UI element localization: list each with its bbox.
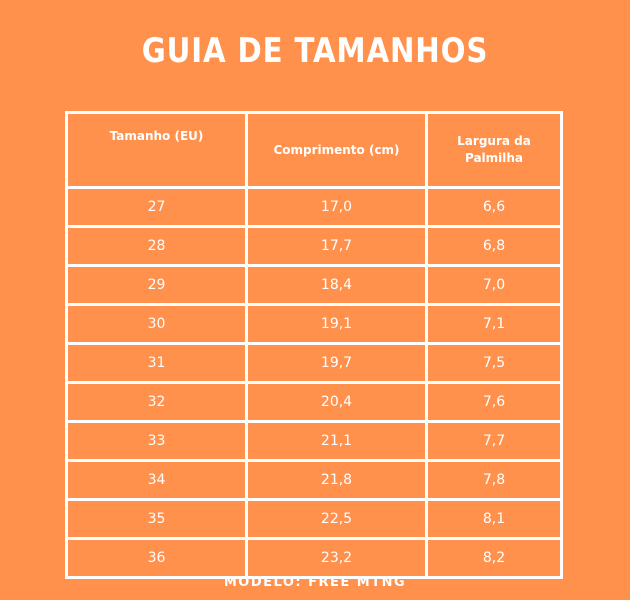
cell-length: 22,5 [245, 498, 428, 540]
cell-length: 18,4 [245, 264, 428, 306]
cell-width: 8,2 [425, 537, 563, 579]
cell-size: 27 [65, 186, 248, 228]
cell-size: 30 [65, 303, 248, 345]
cell-length: 19,7 [245, 342, 428, 384]
table-row: 35 22,5 8,1 [65, 498, 563, 540]
cell-size: 34 [65, 459, 248, 501]
table-row: 31 19,7 7,5 [65, 342, 563, 384]
table-row: 30 19,1 7,1 [65, 303, 563, 345]
cell-size: 35 [65, 498, 248, 540]
cell-size: 33 [65, 420, 248, 462]
cell-width: 7,0 [425, 264, 563, 306]
table-row: 27 17,0 6,6 [65, 186, 563, 228]
cell-size: 31 [65, 342, 248, 384]
model-caption: MODELO: FREE MTNG [223, 575, 407, 590]
cell-length: 19,1 [245, 303, 428, 345]
cell-width: 7,7 [425, 420, 563, 462]
header-insole-width: Largura da Palmilha [425, 111, 563, 189]
cell-length: 20,4 [245, 381, 428, 423]
table-row: 32 20,4 7,6 [65, 381, 563, 423]
cell-length: 23,2 [245, 537, 428, 579]
cell-size: 28 [65, 225, 248, 267]
cell-width: 7,8 [425, 459, 563, 501]
cell-size: 29 [65, 264, 248, 306]
cell-length: 21,1 [245, 420, 428, 462]
cell-width: 6,8 [425, 225, 563, 267]
cell-length: 21,8 [245, 459, 428, 501]
cell-width: 7,1 [425, 303, 563, 345]
size-guide-table: Tamanho (EU) Comprimento (cm) Largura da… [65, 111, 563, 579]
table-row: 28 17,7 6,8 [65, 225, 563, 267]
table-row: 34 21,8 7,8 [65, 459, 563, 501]
cell-size: 36 [65, 537, 248, 579]
cell-length: 17,0 [245, 186, 428, 228]
table-row: 36 23,2 8,2 [65, 537, 563, 579]
table-row: 29 18,4 7,0 [65, 264, 563, 306]
cell-length: 17,7 [245, 225, 428, 267]
cell-width: 7,5 [425, 342, 563, 384]
table-header-row: Tamanho (EU) Comprimento (cm) Largura da… [65, 111, 563, 189]
size-guide-table-container: Tamanho (EU) Comprimento (cm) Largura da… [65, 111, 563, 579]
header-length-cm: Comprimento (cm) [245, 111, 428, 189]
table-row: 33 21,1 7,7 [65, 420, 563, 462]
page-title: GUIA DE TAMANHOS [141, 31, 489, 71]
cell-width: 6,6 [425, 186, 563, 228]
cell-width: 7,6 [425, 381, 563, 423]
cell-width: 8,1 [425, 498, 563, 540]
cell-size: 32 [65, 381, 248, 423]
header-size-eu: Tamanho (EU) [65, 111, 248, 189]
